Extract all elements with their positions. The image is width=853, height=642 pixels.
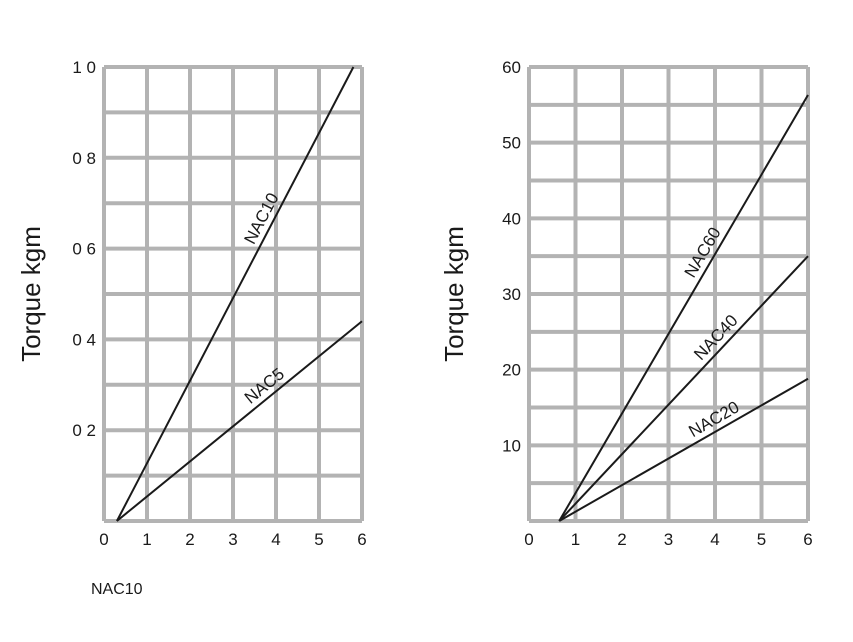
y-axis-label: Torque kgm [439, 226, 469, 362]
y-tick-label: 60 [502, 58, 521, 77]
y-tick-label: 30 [502, 285, 521, 304]
y-tick-label: 0 4 [72, 330, 96, 349]
x-tick-label: 2 [185, 530, 194, 549]
x-tick-label: 4 [710, 530, 719, 549]
x-tick-label: 3 [664, 530, 673, 549]
footnote-text: NAC10 [91, 581, 143, 598]
chart-grid [527, 65, 810, 523]
chart-grid [102, 65, 364, 523]
x-tick-label: 4 [271, 530, 280, 549]
series-line-nac10 [116, 66, 355, 522]
x-tick-label: 1 [571, 530, 580, 549]
x-tick-label: 2 [617, 530, 626, 549]
x-tick-label: 6 [803, 530, 812, 549]
series-line-nac20 [558, 377, 809, 522]
x-tick-label: 1 [142, 530, 151, 549]
y-tick-label: 0 2 [72, 421, 96, 440]
y-tick-label: 50 [502, 134, 521, 153]
x-tick-label: 3 [228, 530, 237, 549]
x-tick-label: 0 [524, 530, 533, 549]
x-tick-label: 5 [314, 530, 323, 549]
series-line-nac5 [116, 320, 363, 522]
series-line-nac40 [558, 255, 809, 522]
x-tick-label: 5 [757, 530, 766, 549]
y-tick-label: 20 [502, 361, 521, 380]
y-tick-label: 10 [502, 436, 521, 455]
y-tick-label: 0 6 [72, 240, 96, 259]
x-tick-label: 0 [99, 530, 108, 549]
x-tick-label: 6 [357, 530, 366, 549]
y-tick-label: 1 0 [72, 58, 96, 77]
y-axis-label: Torque kgm [16, 226, 46, 362]
y-tick-label: 0 8 [72, 149, 96, 168]
series-label-nac60: NAC60 [681, 224, 725, 281]
series-line-nac60 [558, 94, 809, 522]
y-tick-label: 40 [502, 209, 521, 228]
